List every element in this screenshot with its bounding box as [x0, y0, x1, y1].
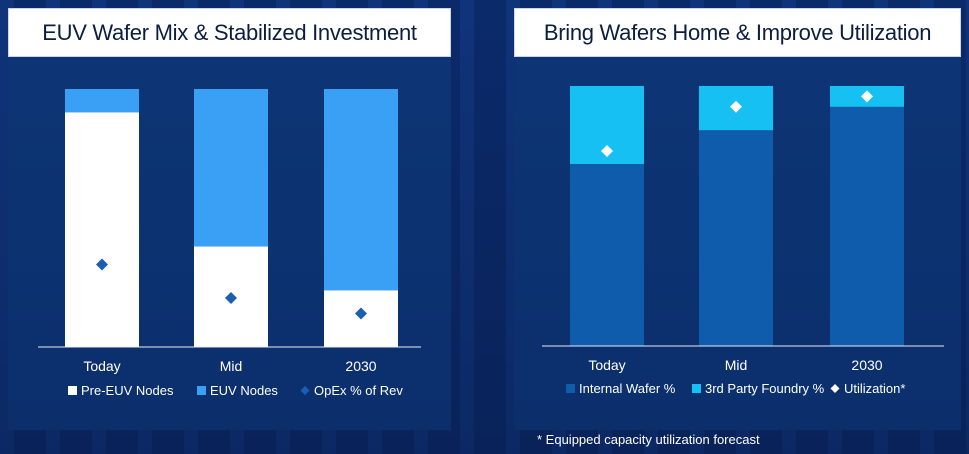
category-label-today: Today: [588, 357, 625, 373]
legend-label-pre-euv-nodes: Pre-EUV Nodes: [81, 383, 174, 398]
bar-internal-wafer--today: [570, 164, 644, 346]
legend-label-euv-nodes: EUV Nodes: [210, 383, 278, 398]
marker-opex-of-rev-2030: [355, 307, 367, 320]
legend-label-3rd-party-foundry-: 3rd Party Foundry %: [705, 381, 825, 396]
bar-euv-nodes-2030: [324, 89, 398, 291]
right-chart-title-box: Bring Wafers Home & Improve Utilization: [514, 8, 961, 57]
legend-label-internal-wafer-: Internal Wafer %: [579, 381, 676, 396]
marker-opex-of-rev-mid: [225, 291, 237, 304]
bar-internal-wafer--2030: [830, 106, 904, 346]
right-chart: Today Mid 2030 Internal Wafer % 3rd Party Fo…: [542, 86, 944, 396]
category-label-2030: 2030: [345, 358, 376, 374]
left-chart-panel: EUV Wafer Mix & Stabilized Investment To…: [8, 8, 451, 430]
marker-opex-of-rev-today: [96, 258, 108, 271]
legend-label-opex-of-rev: OpEx % of Rev: [314, 383, 403, 398]
category-label-mid: Mid: [220, 358, 243, 374]
marker-utilization--mid: [730, 100, 742, 113]
legend-swatch-pre-euv-nodes: [68, 386, 77, 395]
category-label-mid: Mid: [725, 357, 748, 373]
marker-utilization--today: [601, 145, 613, 157]
left-chart: Today Mid 2030 Pre-EUV Nodes EUV Nodes OpEx %…: [38, 89, 421, 398]
legend-swatch-3rd-party-foundry-: [692, 384, 701, 393]
left-chart-title: EUV Wafer Mix & Stabilized Investment: [42, 19, 417, 45]
legend-swatch-utilization-: [830, 384, 840, 393]
bar-euv-nodes-today: [65, 89, 139, 113]
right-chart-title: Bring Wafers Home & Improve Utilization: [543, 19, 932, 45]
category-label-today: Today: [83, 358, 120, 374]
bar-pre-euv-nodes-today: [65, 112, 139, 347]
bar-internal-wafer--mid: [699, 130, 773, 346]
category-label-2030: 2030: [851, 357, 882, 373]
bar-euv-nodes-mid: [194, 89, 268, 247]
legend-swatch-euv-nodes: [197, 386, 206, 395]
legend-swatch-opex-of-rev: [300, 386, 310, 395]
left-chart-title-box: EUV Wafer Mix & Stabilized Investment: [8, 8, 451, 57]
footnote: * Equipped capacity utilization forecast: [537, 432, 760, 447]
right-chart-panel: Bring Wafers Home & Improve Utilization …: [514, 8, 961, 430]
legend-swatch-internal-wafer-: [566, 384, 575, 393]
marker-utilization--2030: [861, 90, 873, 103]
legend-label-utilization-: Utilization*: [844, 381, 905, 396]
